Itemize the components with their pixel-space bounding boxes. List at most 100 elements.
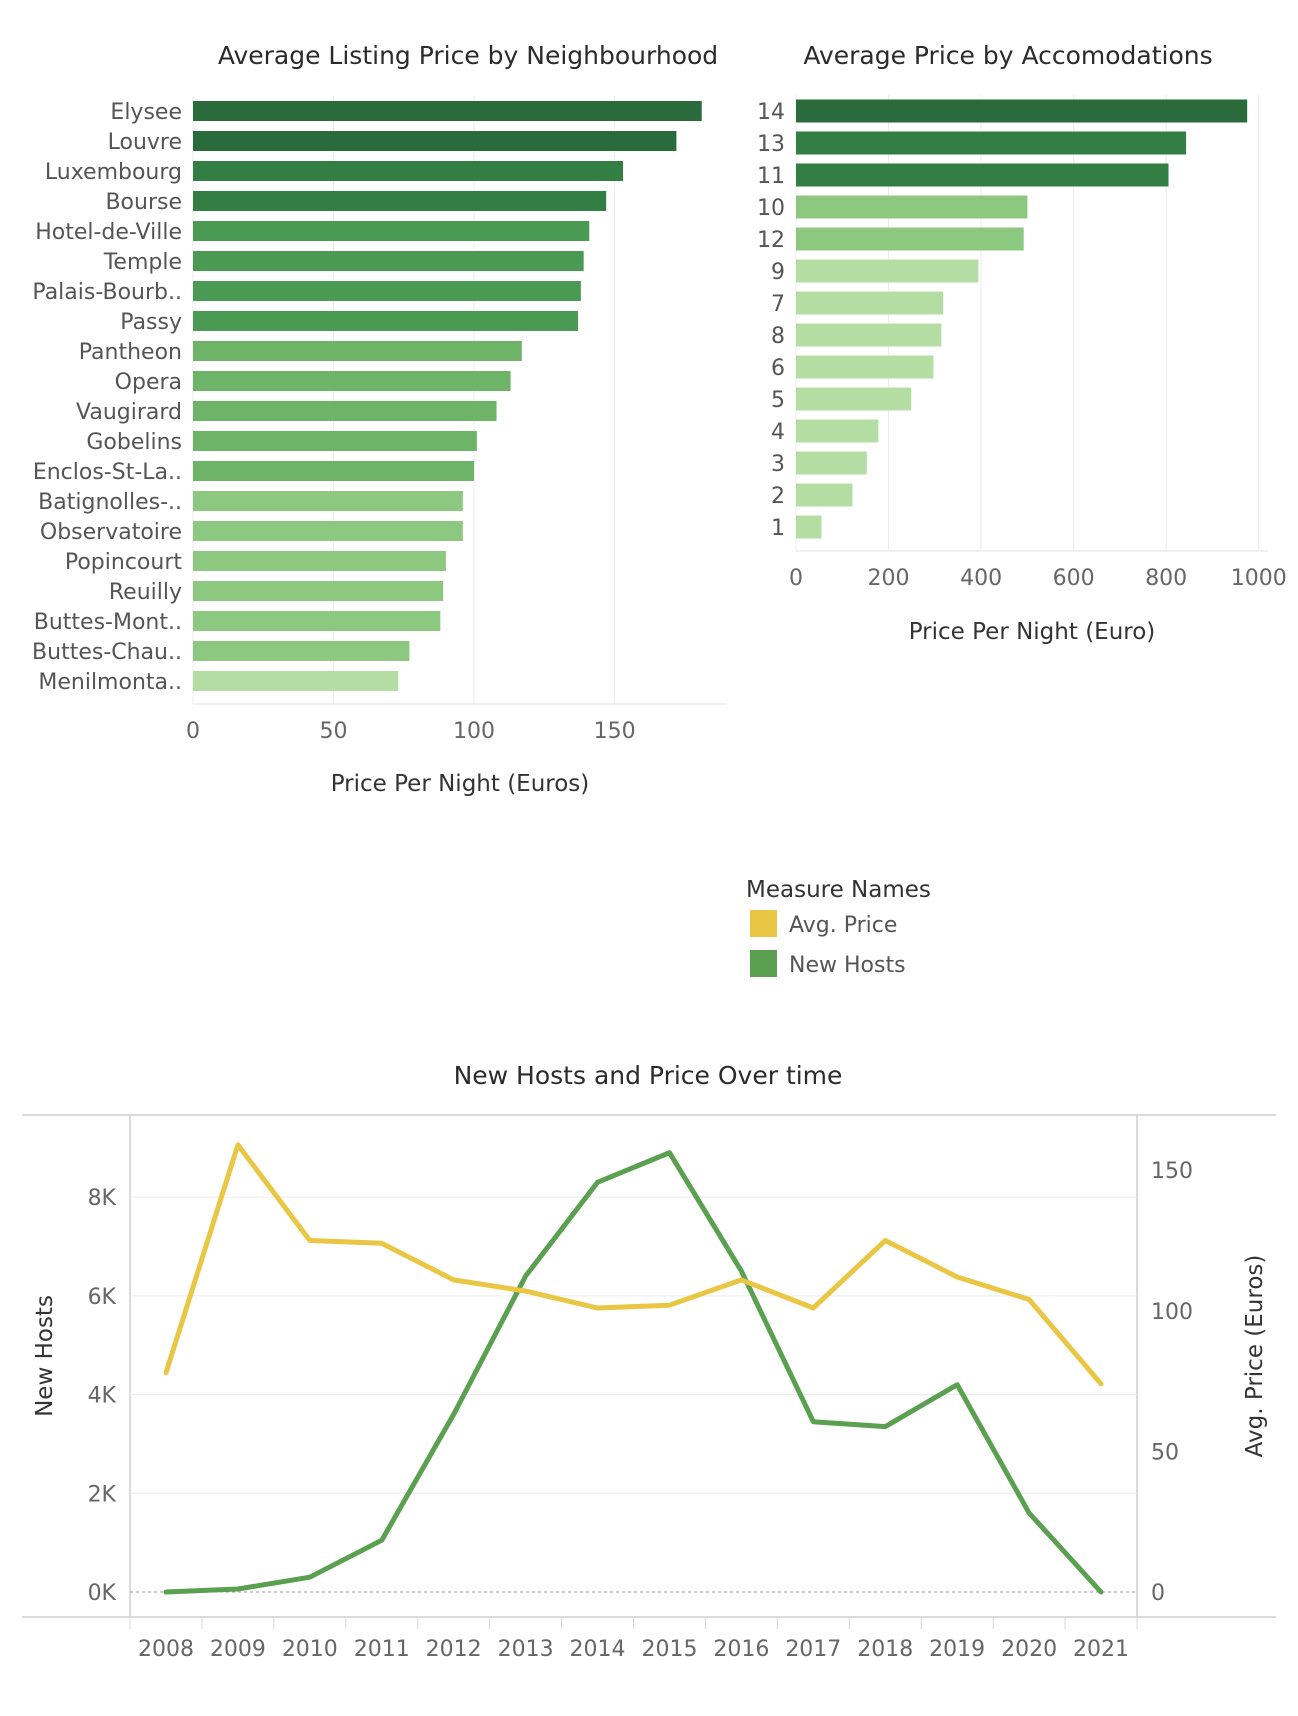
chart2-x-tick-label: 800 (1145, 566, 1187, 591)
chart1-x-tick-label: 100 (453, 719, 495, 744)
chart1-x-ticks: 0 50 100 150 (186, 719, 636, 744)
chart3-right-axis-ticks: 0 50 100 150 (1151, 1159, 1193, 1606)
category-label-5: 5 (771, 388, 785, 413)
chart3-right-tick-label: 50 (1151, 1440, 1179, 1465)
category-label-8: 8 (771, 324, 785, 349)
measure-names-legend: Measure Names Avg. Price New Hosts (746, 877, 931, 978)
category-label-enclos-st-la: Enclos-St-La.. (33, 460, 182, 485)
category-label-gobelins: Gobelins (86, 430, 182, 455)
category-label-opera: Opera (115, 370, 182, 395)
bar-accommodates-8 (796, 323, 942, 347)
hosts-price-over-time-chart: New Hosts and Price Over time 0K 2K 4K 6K 8K… (22, 1061, 1276, 1662)
category-label-buttes-mont: Buttes-Mont.. (34, 610, 182, 635)
chart3-x-tick-2019: 2019 (929, 1637, 985, 1662)
category-label-observatoire: Observatoire (40, 520, 182, 545)
bar-accommodates-11 (796, 163, 1169, 187)
neighbourhood-price-chart: Average Listing Price by Neighbourhood E… (32, 41, 727, 797)
chart1-x-tick-label: 50 (320, 719, 348, 744)
chart3-right-tick-label: 100 (1151, 1300, 1193, 1325)
series-line-new-hosts (163, 1150, 1104, 1595)
bar-accommodates-4 (796, 419, 879, 443)
chart1-bars (193, 101, 702, 691)
chart3-series-lines (163, 1142, 1104, 1595)
chart3-right-tick-label: 150 (1151, 1159, 1193, 1184)
category-label-10: 10 (757, 196, 785, 221)
bar-accommodates-1 (796, 515, 822, 539)
legend-swatch-avg-price (750, 910, 777, 937)
chart3-x-tick-2014: 2014 (570, 1637, 626, 1662)
chart3-x-tick-2011: 2011 (354, 1637, 410, 1662)
bar-pantheon (193, 341, 522, 361)
category-label-3: 3 (771, 452, 785, 477)
category-label-11: 11 (757, 164, 785, 189)
legend-label-new-hosts: New Hosts (789, 953, 906, 978)
bar-accommodates-9 (796, 259, 979, 283)
category-label-batignolles: Batignolles-.. (38, 490, 182, 515)
chart3-left-tick-label: 8K (88, 1186, 117, 1211)
chart3-x-tick-2021: 2021 (1073, 1637, 1129, 1662)
chart3-x-tick-2016: 2016 (713, 1637, 769, 1662)
accommodation-price-chart: Average Price by Accomodations 141311101… (757, 41, 1287, 645)
bar-palais-bourb (193, 281, 581, 301)
chart3-x-tick-2015: 2015 (641, 1637, 697, 1662)
category-label-6: 6 (771, 356, 785, 381)
legend-swatch-new-hosts (750, 950, 777, 977)
chart2-gridlines (795, 95, 1268, 552)
bar-passy (193, 311, 579, 331)
bar-accommodates-6 (796, 355, 934, 379)
chart2-x-tick-label: 600 (1053, 566, 1095, 591)
chart3-left-axis-title: New Hosts (32, 1295, 58, 1417)
category-label-2: 2 (771, 484, 785, 509)
bar-accommodates-12 (796, 227, 1024, 251)
category-label-9: 9 (771, 260, 785, 285)
bar-elysee (193, 101, 702, 121)
bar-bourse (193, 191, 607, 211)
chart3-left-tick-label: 6K (88, 1285, 117, 1310)
bar-accommodates-13 (796, 131, 1187, 155)
chart3-x-tick-2010: 2010 (282, 1637, 338, 1662)
category-label-luxembourg: Luxembourg (45, 160, 182, 185)
bar-reuilly (193, 581, 444, 601)
chart3-right-tick-label: 0 (1151, 1581, 1165, 1606)
legend-title: Measure Names (746, 877, 931, 903)
category-label-bourse: Bourse (105, 190, 182, 215)
category-label-buttes-chau: Buttes-Chau.. (32, 640, 182, 665)
chart1-category-labels: Elysee Louvre Luxembourg Bourse Hotel-de-Vil… (32, 100, 182, 695)
category-label-menilmonta: Menilmonta.. (38, 670, 182, 695)
chart3-x-ticks: 2008 2009 2010 2011 2012 2013 2014 2015 2016 2017… (138, 1637, 1129, 1662)
category-label-12: 12 (757, 228, 785, 253)
category-label-14: 14 (757, 100, 785, 125)
chart2-x-tick-label: 1000 (1231, 566, 1287, 591)
chart2-x-tick-label: 200 (868, 566, 910, 591)
chart2-x-tick-label: 400 (960, 566, 1002, 591)
chart3-left-tick-label: 4K (88, 1384, 117, 1409)
bar-accommodates-5 (796, 387, 912, 411)
chart1-x-axis-title: Price Per Night (Euros) (331, 771, 590, 797)
chart2-title: Average Price by Accomodations (803, 41, 1212, 70)
category-label-4: 4 (771, 420, 785, 445)
chart2-category-labels: 14 13 11 10 12 9 7 8 6 5 4 3 2 1 (757, 100, 785, 541)
chart3-x-tick-2017: 2017 (785, 1637, 841, 1662)
chart3-left-axis-ticks: 0K 2K 4K 6K 8K (88, 1186, 117, 1606)
chart2-bars (796, 99, 1248, 539)
chart3-right-axis-title: Avg. Price (Euros) (1242, 1255, 1268, 1458)
chart2-x-axis-title: Price Per Night (Euro) (909, 619, 1156, 645)
bar-gobelins (193, 431, 477, 451)
chart3-x-tick-2018: 2018 (857, 1637, 913, 1662)
category-label-reuilly: Reuilly (109, 580, 182, 605)
bar-louvre (193, 131, 677, 151)
category-label-vaugirard: Vaugirard (76, 400, 182, 425)
bar-accommodates-10 (796, 195, 1028, 219)
bar-enclos-st-la (193, 461, 475, 481)
category-label-13: 13 (757, 132, 785, 157)
category-label-7: 7 (771, 292, 785, 317)
chart1-x-tick-label: 0 (186, 719, 200, 744)
bar-accommodates-3 (796, 451, 867, 475)
chart3-gridlines (130, 1196, 1137, 1593)
bar-popincourt (193, 551, 446, 571)
series-line-avg-price (163, 1142, 1104, 1387)
category-label-1: 1 (771, 516, 785, 541)
chart3-frame (22, 1114, 1276, 1629)
chart1-x-tick-label: 150 (594, 719, 636, 744)
